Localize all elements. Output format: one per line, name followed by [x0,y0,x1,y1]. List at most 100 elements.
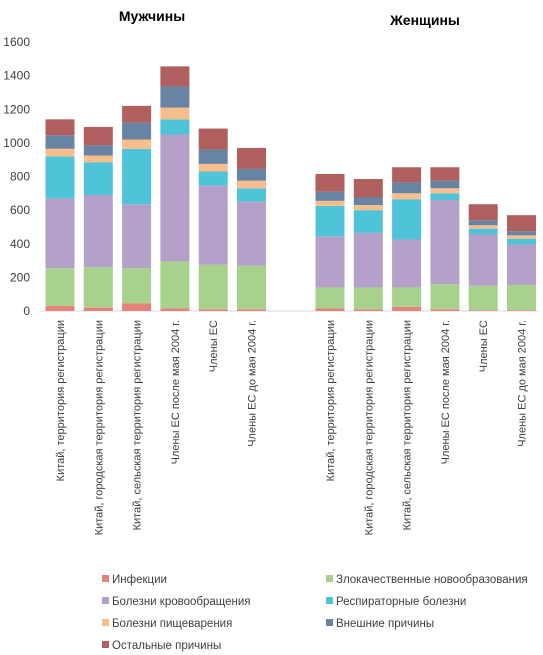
bar-segment [353,232,383,288]
bar-segment [83,307,113,311]
bar-segment [468,285,498,311]
x-tick-label: Члены ЕС [478,320,490,372]
bar-segment [392,182,422,194]
bar-segment [315,236,345,288]
bar-segment [198,163,228,172]
legend-label: Болезни кровообращения [112,596,251,608]
legend-swatch [326,619,333,626]
bar-segment [468,225,498,229]
bar-segment [237,147,266,169]
legend: Инфекции Злокачественные новообразования Б… [102,574,528,652]
bar-segment [237,309,266,311]
bar-segment [315,287,345,309]
bar-segment [507,310,536,311]
bar-segment [198,185,228,265]
y-tick-label: 1000 [3,136,30,150]
bar-segment [315,191,345,201]
bar-segment [122,139,152,149]
y-tick-label: 0 [23,304,30,318]
legend-label: Респираторные болезни [336,596,466,608]
bar-segment [507,231,536,236]
bar-segment [160,86,190,108]
bar-segment [45,305,75,311]
bar-segment [430,180,460,189]
bar-segment [122,303,152,311]
bar-segment [468,204,498,221]
bar-segment [507,244,536,285]
bar-segment [353,210,383,233]
y-tick-label: 800 [10,170,30,184]
x-tick-label: Члены ЕС до мая 2004 г. [517,320,529,447]
legend-swatch [102,575,109,582]
bar-segment [468,234,498,286]
x-tick-label: Китай, сельская территория регистрации [402,320,414,530]
bar-segment [237,168,266,181]
bar-segment [237,201,266,266]
bar-segment [392,167,422,183]
bar-segment [45,198,75,269]
bar-segment [430,188,460,194]
bar-segment [353,179,383,198]
bars [45,66,536,311]
bar-segment [315,173,345,192]
bar-segment [198,128,228,150]
legend-label: Инфекции [112,574,167,586]
bar-segment [353,205,383,211]
bar-segment [83,126,113,146]
x-tick-label: Члены ЕС [208,320,220,372]
panel-title: Женщины [389,12,460,28]
bar-segment [430,167,460,181]
x-tick-label: Члены ЕС после мая 2004 г. [440,320,452,464]
bar-segment [122,148,152,205]
y-tick-label: 1200 [3,102,30,116]
bar-segment [392,199,422,240]
bar-segment [468,310,498,311]
bar-segment [507,238,536,245]
bar-segment [353,287,383,310]
bar-segment [198,171,228,186]
y-tick-label: 600 [10,203,30,217]
bar-segment [83,267,113,308]
bar-segment [198,149,228,164]
bar-segment [45,119,75,136]
bar-segment [45,156,75,199]
bar-segment [237,188,266,202]
bar-segment [392,239,422,288]
bar-segment [430,193,460,201]
bar-segment [315,205,345,237]
legend-swatch [102,619,109,626]
bar-segment [198,264,228,310]
x-tick-label: Китай, территория регистрации [55,320,67,481]
bar-segment [160,308,190,311]
bar-segment [160,134,190,262]
bar-segment [353,197,383,206]
legend-label: Злокачественные новообразования [336,574,528,586]
bar-segment [237,265,266,310]
x-tick-label: Члены ЕС после мая 2004 г. [170,320,182,464]
panel-titles: Мужчины Женщины [119,8,460,28]
y-tick-label: 1400 [3,69,30,83]
y-axis: 0 200 400 600 800 1000 1200 1400 1600 [3,35,30,318]
bar-segment [430,309,460,311]
bar-segment [468,228,498,235]
bar-segment [160,261,190,309]
category-labels: Китай, территория регистрации Китай, горо… [55,320,529,535]
bar-segment [392,306,422,311]
bar-segment [430,200,460,285]
bar-segment [392,193,422,200]
bar-segment [45,135,75,149]
bar-segment [122,268,152,304]
bar-segment [353,309,383,311]
bar-segment [315,308,345,311]
bar-segment [122,122,152,140]
legend-swatch [326,597,333,604]
bar-segment [198,309,228,311]
bar-segment [83,155,113,163]
bar-segment [507,235,536,239]
y-tick-label: 1600 [3,35,30,49]
bar-segment [45,268,75,306]
bar-segment [468,220,498,226]
bar-segment [430,284,460,310]
bar-segment [83,145,113,156]
